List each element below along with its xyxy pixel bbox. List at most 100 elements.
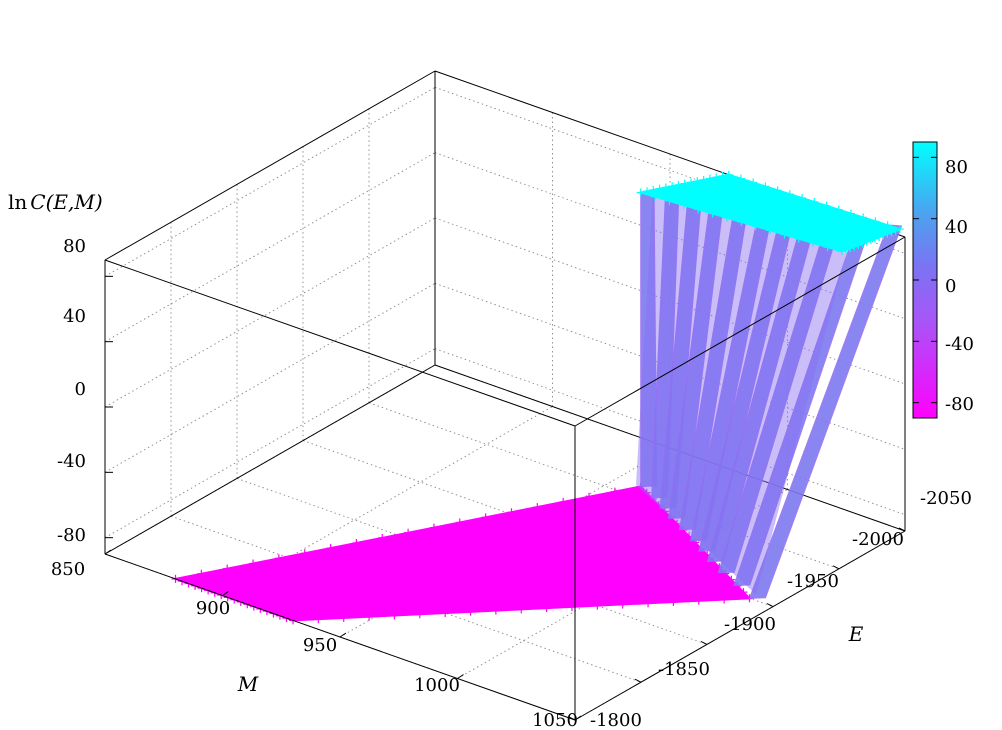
high-plateau-marker: [718, 172, 727, 181]
e-axis-ticks: -1800 -1850 -1900 -1950 -2000 -2050: [590, 488, 972, 730]
high-plateau-marker: [649, 185, 658, 194]
high-plateau-marker: [751, 222, 760, 231]
z-axis-ticks: 80 40 0 -40 -80: [57, 236, 86, 546]
low-plateau-marker: [585, 492, 594, 501]
low-plateau-marker: [404, 528, 413, 537]
high-plateau-marker: [737, 217, 746, 226]
high-plateau-marker: [749, 178, 758, 187]
low-plateau-marker: [672, 519, 681, 528]
e-tick-mark: [898, 527, 906, 532]
high-plateau-marker: [736, 174, 745, 183]
wall-grid-line: [104, 86, 436, 277]
high-plateau-marker: [780, 230, 789, 239]
low-plateau-marker: [249, 559, 258, 568]
z-tick-label: 40: [63, 306, 86, 327]
low-plateau-marker: [517, 605, 526, 614]
high-plateau-marker: [636, 188, 645, 197]
high-plateau-marker: [866, 236, 875, 245]
high-plateau-marker: [809, 238, 818, 247]
z-label-ln: ln: [8, 190, 27, 214]
high-plateau-marker: [661, 183, 670, 192]
high-plateau-marker: [674, 180, 683, 189]
transition-wall: [748, 224, 903, 599]
high-plateau-marker: [761, 182, 770, 191]
box-edge: [574, 530, 906, 721]
high-plateau-marker: [858, 239, 867, 248]
e-tick-mark: [766, 603, 774, 608]
high-plateau-marker: [883, 229, 892, 238]
low-plateau-marker: [274, 554, 283, 563]
m-tick-mark: [104, 549, 112, 555]
e-tick-mark: [832, 565, 840, 570]
colorbar-tick-label: -40: [945, 334, 974, 355]
e-tick-mark: [700, 640, 708, 645]
m-tick-mark: [457, 674, 464, 679]
e-axis-label: E: [848, 622, 864, 646]
low-plateau-marker: [326, 544, 335, 553]
low-plateau-marker: [593, 601, 602, 610]
z-label-args: (E,M): [46, 190, 103, 214]
m-tick-label: 1050: [532, 710, 578, 730]
high-plateau-marker: [850, 242, 859, 251]
low-plateau-marker: [507, 508, 516, 517]
e-tick-label: -1800: [590, 710, 642, 730]
m-axis-label: M: [237, 672, 259, 696]
low-plateau-marker: [481, 513, 490, 522]
colorbar-ticks: [913, 156, 937, 404]
colorbar-tick-label: 0: [945, 276, 956, 297]
high-plateau-marker: [773, 186, 782, 195]
low-plateau-surface: [171, 482, 754, 625]
high-plateau-surface: [636, 170, 904, 256]
low-plateau-marker: [694, 596, 703, 605]
z-tick-label: -80: [57, 525, 86, 546]
low-plateau-marker: [429, 523, 438, 532]
high-plateau-marker: [699, 175, 708, 184]
low-plateau-marker: [197, 569, 206, 578]
high-plateau-marker: [842, 245, 851, 254]
z-tick-label: 0: [75, 379, 86, 400]
low-plateau-marker: [415, 610, 424, 619]
low-plateau-marker: [618, 600, 627, 609]
high-plateau-marker: [687, 178, 696, 187]
low-plateau-marker: [352, 538, 361, 547]
wall-grid-line: [104, 282, 436, 473]
low-plateau-marker: [559, 497, 568, 506]
colorbar: 80 40 0 -40 -80: [912, 141, 974, 419]
low-plateau-marker: [223, 564, 232, 573]
low-plateau-marker: [533, 503, 542, 512]
high-plateau-marker: [822, 201, 831, 210]
high-plateau-marker: [834, 205, 843, 214]
high-plateau-marker: [846, 209, 855, 218]
high-plateau-marker: [694, 205, 703, 214]
high-plateau-marker: [859, 213, 868, 222]
m-axis-ticks: 850 900 950 1000 1050: [51, 559, 578, 730]
e-tick-label: -1950: [787, 571, 839, 592]
z-tick-label: 80: [63, 236, 86, 257]
floor-grid-line: [236, 477, 708, 645]
m-tick-mark: [339, 632, 347, 638]
high-plateau-marker: [879, 231, 888, 240]
z-label-func: C: [30, 190, 45, 214]
colorbar-tick-label: 80: [945, 157, 968, 178]
box-edge: [574, 236, 906, 427]
floor-grid-line: [170, 515, 642, 683]
low-plateau-marker: [644, 599, 653, 608]
e-tick-label: -1900: [724, 614, 776, 635]
high-plateau-marker: [693, 177, 702, 186]
high-plateau-marker: [766, 226, 775, 235]
m-tick-label: 900: [196, 598, 230, 619]
wall-grid-line: [104, 348, 436, 539]
high-plateau-marker: [668, 182, 677, 191]
high-plateau-marker: [854, 241, 863, 250]
e-tick-mark: [634, 678, 642, 683]
low-plateau-marker: [739, 588, 748, 597]
high-plateau-marker: [722, 213, 731, 222]
low-plateau-marker: [314, 615, 323, 624]
low-plateau-marker: [491, 606, 500, 615]
high-plateau-marker: [846, 244, 855, 253]
low-plateau-marker: [466, 607, 475, 616]
low-plateau-marker: [390, 611, 399, 620]
wall-grid-line: [104, 152, 436, 343]
low-plateau-marker: [610, 487, 619, 496]
